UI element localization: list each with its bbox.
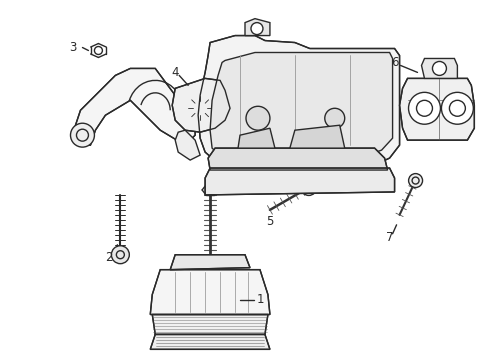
- Circle shape: [251, 23, 263, 35]
- Polygon shape: [150, 334, 270, 349]
- Text: 6: 6: [391, 56, 398, 69]
- Circle shape: [301, 180, 317, 195]
- Text: 4: 4: [172, 66, 179, 79]
- Polygon shape: [75, 68, 195, 145]
- Polygon shape: [205, 168, 394, 195]
- Text: 7: 7: [386, 231, 393, 244]
- Polygon shape: [172, 78, 230, 132]
- Circle shape: [246, 106, 270, 130]
- Polygon shape: [245, 19, 270, 36]
- Text: 5: 5: [266, 215, 273, 228]
- Polygon shape: [208, 148, 388, 170]
- Text: 1: 1: [256, 293, 264, 306]
- Polygon shape: [421, 58, 457, 78]
- Polygon shape: [152, 315, 268, 334]
- Text: 2: 2: [105, 251, 112, 264]
- Text: 3: 3: [69, 41, 76, 54]
- Polygon shape: [238, 128, 275, 148]
- Polygon shape: [198, 36, 399, 188]
- Circle shape: [95, 46, 102, 54]
- Circle shape: [409, 92, 441, 124]
- Polygon shape: [399, 78, 474, 140]
- Polygon shape: [210, 53, 392, 180]
- Polygon shape: [170, 255, 250, 270]
- Circle shape: [441, 92, 473, 124]
- Polygon shape: [175, 130, 200, 160]
- Circle shape: [409, 174, 422, 188]
- Circle shape: [325, 108, 345, 128]
- Circle shape: [433, 62, 446, 75]
- Polygon shape: [290, 125, 345, 148]
- Circle shape: [111, 246, 129, 264]
- Circle shape: [71, 123, 95, 147]
- Polygon shape: [150, 270, 270, 315]
